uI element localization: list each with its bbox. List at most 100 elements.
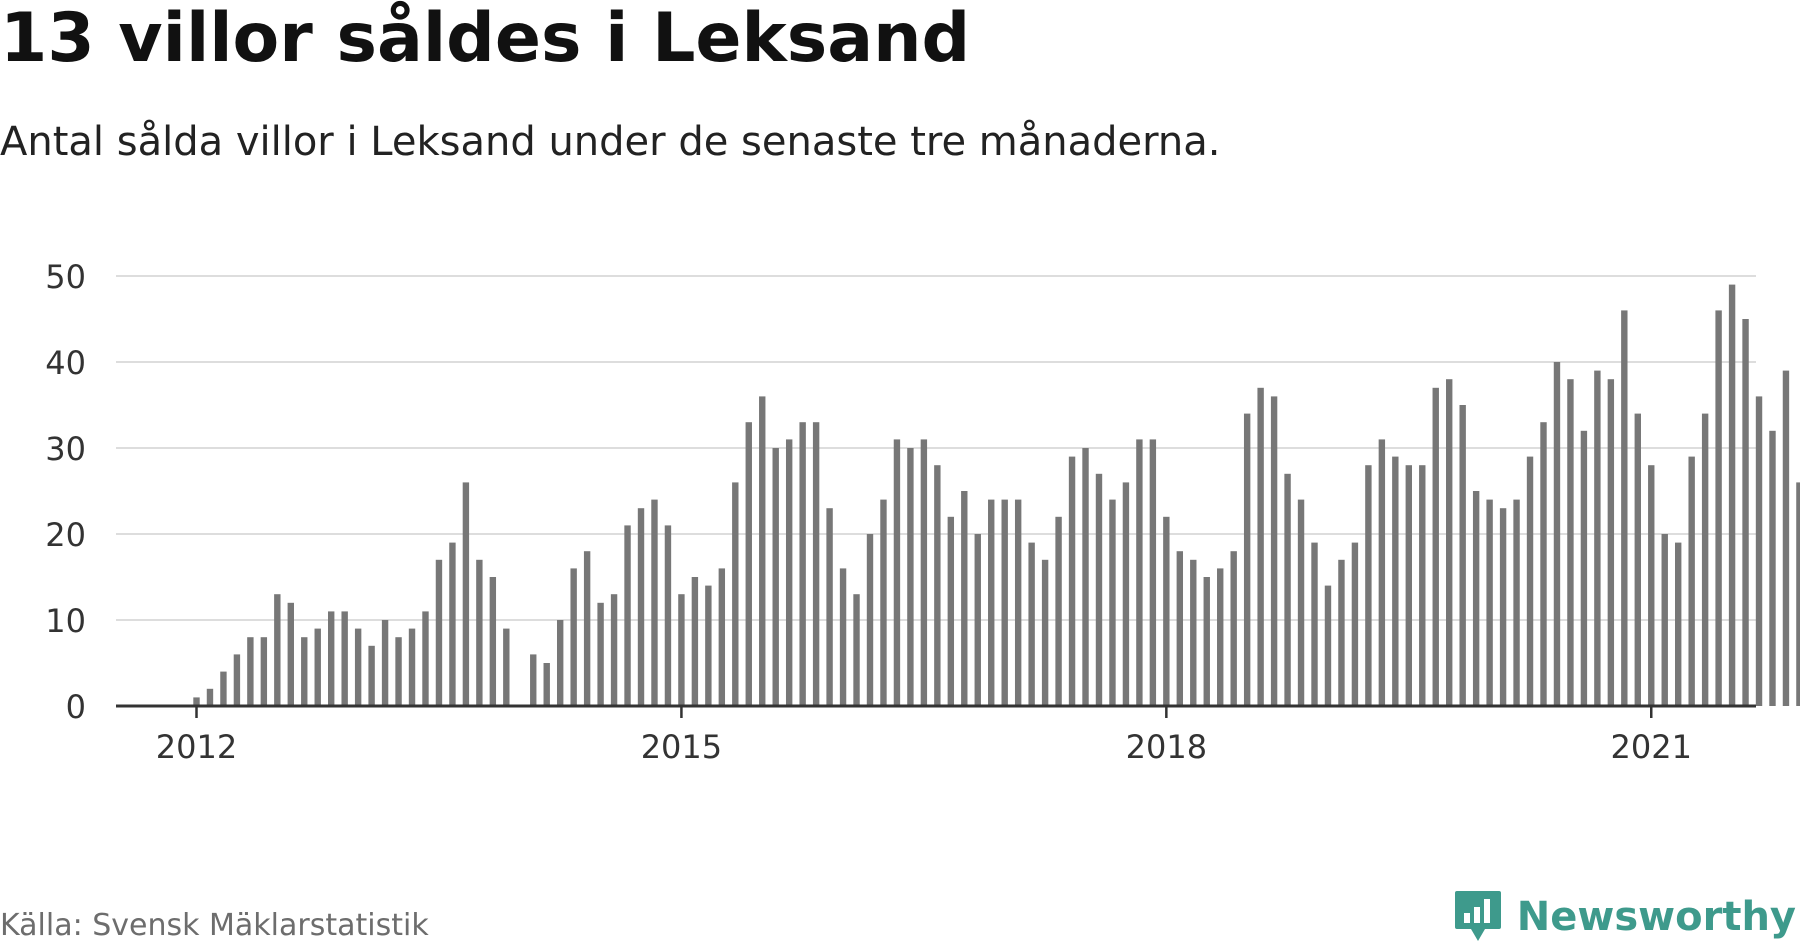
bar bbox=[893, 439, 901, 706]
bar bbox=[1136, 439, 1143, 706]
bar bbox=[866, 534, 874, 706]
bar bbox=[449, 542, 456, 706]
bar bbox=[597, 602, 604, 706]
bar bbox=[691, 577, 699, 706]
bar bbox=[1715, 310, 1722, 706]
bar bbox=[1648, 465, 1655, 706]
bar bbox=[1324, 585, 1332, 706]
bar bbox=[1755, 396, 1763, 706]
bar bbox=[812, 422, 820, 706]
bar bbox=[745, 422, 752, 706]
bar bbox=[947, 516, 955, 706]
bar bbox=[718, 568, 726, 706]
bar bbox=[395, 637, 402, 706]
brand-name: Newsworthy bbox=[1516, 894, 1796, 940]
bar bbox=[1176, 551, 1184, 706]
bar bbox=[1297, 499, 1305, 706]
bar bbox=[705, 585, 712, 706]
bar bbox=[1419, 465, 1426, 706]
bar bbox=[1769, 430, 1776, 706]
bar bbox=[651, 499, 658, 706]
bar bbox=[1001, 499, 1008, 706]
bar bbox=[961, 491, 968, 706]
bar bbox=[206, 688, 214, 706]
bar bbox=[1796, 482, 1800, 706]
bar bbox=[301, 637, 308, 706]
bar bbox=[260, 637, 268, 706]
bar bbox=[1028, 542, 1035, 706]
bar bbox=[637, 508, 645, 706]
bar bbox=[476, 559, 483, 706]
source-credit: Källa: Svensk Mäklarstatistik bbox=[0, 908, 429, 943]
y-tick-label: 40 bbox=[45, 344, 86, 382]
bar bbox=[1688, 456, 1695, 706]
bar bbox=[503, 628, 510, 706]
bar bbox=[1594, 370, 1601, 706]
bar bbox=[1284, 473, 1291, 706]
bar bbox=[1446, 379, 1453, 706]
bar bbox=[233, 654, 241, 706]
x-tick-label: 2012 bbox=[156, 728, 237, 766]
bar bbox=[1014, 499, 1022, 706]
bar bbox=[1701, 413, 1709, 706]
bar bbox=[1378, 439, 1386, 706]
bar bbox=[1742, 319, 1749, 706]
bar bbox=[368, 645, 375, 706]
bar bbox=[570, 568, 577, 706]
bar bbox=[853, 594, 860, 706]
bar bbox=[907, 448, 914, 706]
bar bbox=[408, 628, 416, 706]
bar bbox=[1365, 465, 1372, 706]
bar bbox=[934, 465, 941, 706]
bar bbox=[220, 671, 227, 706]
bar bbox=[678, 594, 685, 706]
bar bbox=[1163, 516, 1170, 706]
bar bbox=[556, 620, 564, 706]
bar bbox=[1190, 559, 1197, 706]
brand-logo[interactable]: Newsworthy bbox=[1453, 886, 1796, 948]
bar bbox=[1553, 362, 1561, 706]
bar bbox=[1338, 559, 1345, 706]
bar bbox=[1270, 396, 1278, 706]
chart-subtitle: Antal sålda villor i Leksand under de se… bbox=[0, 119, 1221, 165]
bar bbox=[988, 499, 995, 706]
bar bbox=[462, 482, 470, 706]
bar bbox=[1661, 534, 1668, 706]
bar-chart: 010203040502012201520182021202313 bbox=[45, 258, 1800, 766]
bar bbox=[583, 551, 591, 706]
bar bbox=[1068, 456, 1076, 706]
bar bbox=[1311, 542, 1318, 706]
chart-title: 13 villor såldes i Leksand bbox=[0, 0, 971, 78]
bar bbox=[247, 637, 254, 706]
bar bbox=[799, 422, 806, 706]
bar bbox=[1217, 568, 1224, 706]
bar bbox=[1041, 559, 1049, 706]
bar bbox=[435, 559, 443, 706]
bar bbox=[1782, 370, 1790, 706]
bar bbox=[732, 482, 739, 706]
bar bbox=[772, 448, 779, 706]
bar bbox=[624, 525, 631, 706]
bar bbox=[489, 577, 497, 706]
bar bbox=[1082, 448, 1089, 706]
y-tick-label: 30 bbox=[45, 430, 86, 468]
bar bbox=[1122, 482, 1130, 706]
bar bbox=[314, 628, 321, 706]
bar bbox=[1230, 551, 1237, 706]
bar bbox=[543, 663, 550, 706]
bar bbox=[328, 611, 335, 706]
bar bbox=[1432, 387, 1439, 706]
x-tick-label: 2021 bbox=[1611, 728, 1692, 766]
bar bbox=[1392, 456, 1399, 706]
bar bbox=[974, 534, 981, 706]
bar bbox=[759, 396, 766, 706]
bar bbox=[287, 602, 294, 706]
bar bbox=[1405, 465, 1412, 706]
bar bbox=[1607, 379, 1615, 706]
bar bbox=[826, 508, 833, 706]
bar bbox=[880, 499, 887, 706]
bar bbox=[1351, 542, 1359, 706]
bar bbox=[1526, 456, 1534, 706]
bar bbox=[1486, 499, 1493, 706]
bar bbox=[1513, 499, 1520, 706]
